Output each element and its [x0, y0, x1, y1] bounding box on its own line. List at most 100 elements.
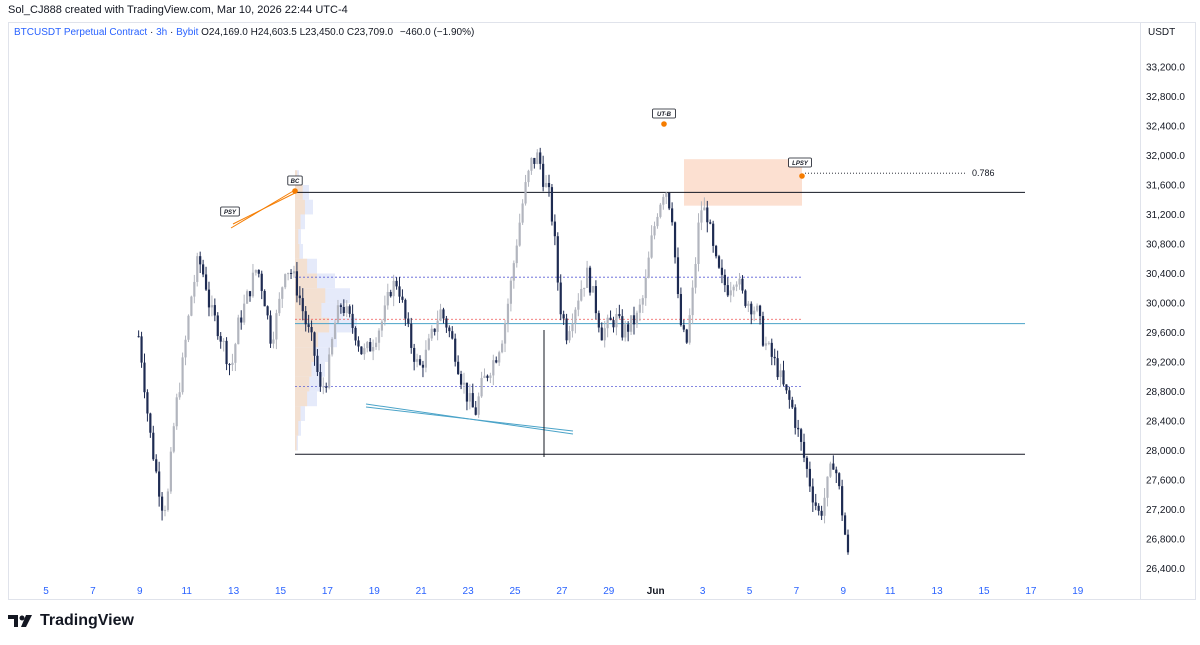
wyckoff-label-badge: [287, 175, 303, 186]
x-tick-label: 9: [137, 586, 143, 597]
candle-body: [562, 314, 565, 319]
candle-body: [829, 463, 832, 477]
x-tick-label: 11: [182, 586, 193, 597]
candle-body: [738, 278, 741, 285]
candle-body: [301, 298, 304, 312]
candle-body: [761, 316, 765, 346]
candle-body: [339, 305, 342, 307]
price-axis[interactable]: [1141, 22, 1196, 600]
x-tick-label: 5: [43, 586, 49, 597]
supply-zone: [684, 159, 802, 206]
candle-body: [386, 291, 389, 306]
candle-body: [676, 257, 680, 295]
legend-close-label: C: [346, 27, 355, 38]
candle-body: [665, 192, 668, 197]
candle-body: [521, 203, 524, 223]
candle-body: [451, 331, 454, 339]
candle-body: [556, 236, 559, 283]
wyckoff-label-badge: [220, 206, 240, 217]
volume-profile-bar-up: [295, 391, 308, 407]
candle-body: [196, 256, 199, 282]
candle-body: [785, 384, 788, 391]
volume-profile-bar-up: [295, 273, 317, 289]
candle-body: [228, 364, 231, 366]
currency-label[interactable]: USDT: [1148, 27, 1176, 38]
candle-body: [524, 182, 527, 204]
wyckoff-label: LPSY: [792, 161, 809, 167]
tradingview-logo[interactable]: TradingView: [8, 612, 134, 630]
pivot-dot: [292, 188, 298, 194]
x-tick-label: 11: [885, 586, 896, 597]
pivot-dot: [661, 121, 667, 127]
candle-body: [140, 336, 143, 363]
candle-body: [193, 281, 196, 297]
y-tick-label: 32,400.0: [1146, 122, 1185, 133]
candle-body: [433, 328, 436, 332]
candle-body: [805, 457, 809, 469]
candle-body: [779, 370, 782, 378]
x-tick-label: 7: [794, 586, 800, 597]
candle-body: [146, 392, 149, 414]
y-tick-label: 32,000.0: [1146, 151, 1185, 162]
candle-body: [750, 303, 753, 315]
candle-body: [219, 336, 222, 342]
candle-body: [389, 291, 392, 297]
candle-body: [714, 245, 718, 257]
x-tick-label: 27: [556, 586, 568, 597]
candle-body: [662, 196, 665, 205]
candle-body: [278, 298, 281, 314]
x-tick-label: 13: [932, 586, 944, 597]
candle-body: [603, 328, 606, 341]
candle-body: [260, 273, 263, 291]
candle-body: [518, 222, 521, 246]
candle-body: [254, 269, 257, 273]
candle-body: [656, 216, 659, 227]
candle-body: [673, 222, 677, 258]
candle-body: [325, 386, 328, 388]
candle-body: [369, 342, 372, 352]
candle-body: [342, 306, 345, 314]
candle-body: [629, 315, 633, 332]
volume-profile-bar-up: [295, 347, 315, 362]
candle-body: [348, 306, 351, 314]
candle-body: [245, 291, 249, 304]
candle-body: [251, 272, 255, 297]
candle-body: [612, 320, 615, 328]
candle-body: [802, 441, 806, 458]
legend-exchange[interactable]: Bybit: [176, 27, 199, 38]
candle-body: [374, 342, 378, 348]
volume-profile-bar-up: [295, 199, 305, 215]
x-tick-label: 25: [509, 586, 521, 597]
candle-body: [653, 226, 656, 236]
candle-body: [495, 360, 498, 363]
candle-body: [333, 322, 337, 339]
candle-body: [380, 321, 384, 331]
candle-body: [542, 163, 545, 187]
candle-body: [345, 306, 348, 314]
volume-profile-bar-up: [295, 258, 308, 274]
x-tick-label: 29: [603, 586, 615, 597]
candle-body: [298, 295, 301, 299]
candle-body: [204, 274, 208, 290]
candle-body: [597, 313, 600, 328]
candle-body: [354, 327, 357, 341]
candle-body: [691, 287, 694, 316]
candle-body: [248, 291, 252, 297]
candle-body: [474, 407, 477, 415]
volume-profile-bar-up: [295, 362, 312, 377]
legend-close: 23,709.0: [354, 27, 394, 38]
candle-body: [310, 326, 313, 333]
candle-body: [697, 222, 700, 264]
candle-body: [503, 323, 507, 344]
y-tick-label: 29,200.0: [1146, 358, 1185, 369]
candle-body: [770, 342, 773, 357]
legend-symbol[interactable]: BTCUSDT Perpetual Contract: [14, 27, 148, 38]
candle-body: [287, 272, 290, 275]
tradingview-wordmark: TradingView: [40, 612, 134, 629]
candle-body: [322, 386, 325, 388]
candle-body: [580, 289, 583, 301]
legend-interval[interactable]: 3h: [156, 27, 168, 38]
candle-body: [313, 332, 316, 356]
candle-body: [207, 289, 211, 308]
